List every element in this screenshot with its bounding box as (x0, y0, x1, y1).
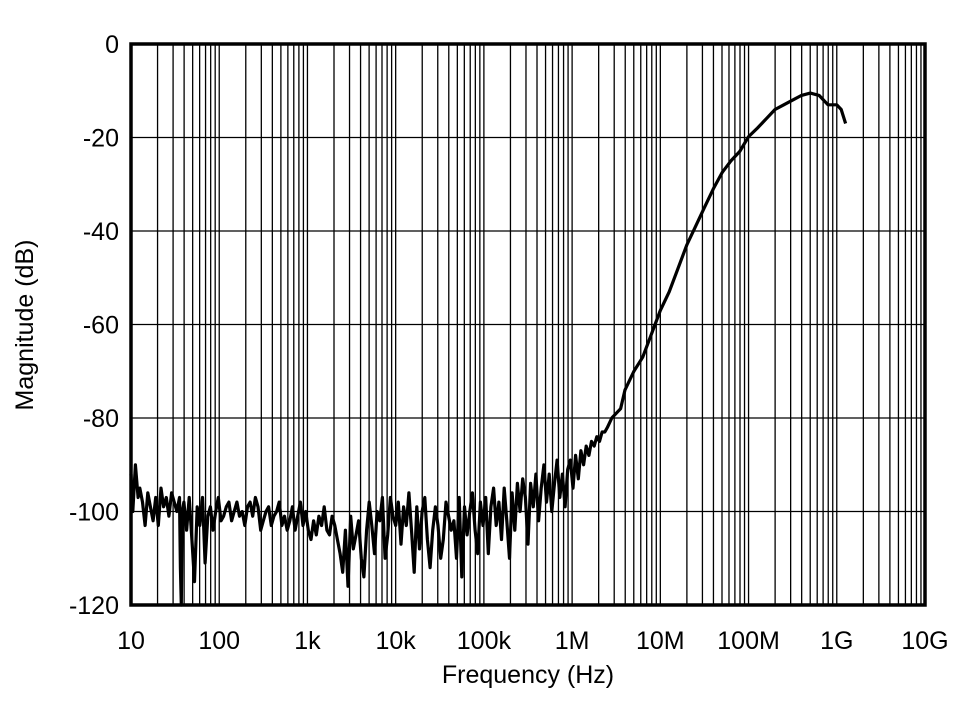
x-tick-label: 1M (555, 627, 590, 655)
x-tick-label: 10 (117, 627, 145, 655)
y-tick-label: -80 (83, 405, 119, 433)
magnitude-trace (129, 91, 848, 607)
plot-border (129, 42, 927, 607)
x-tick-label: 10k (376, 627, 417, 655)
y-tick-label: -100 (69, 499, 119, 527)
x-tick-label: 100M (717, 627, 780, 655)
x-tick-label: 100k (457, 627, 512, 655)
x-tick-label: 100 (198, 627, 240, 655)
y-axis-tick-labels: 0 -20 -40 -60 -80 -100 -120 (69, 31, 119, 620)
x-tick-label: 10M (636, 627, 685, 655)
y-tick-label: -120 (69, 592, 119, 620)
x-tick-label: 10G (901, 627, 948, 655)
x-tick-label: 1G (820, 627, 853, 655)
y-tick-label: -20 (83, 125, 119, 153)
y-tick-label: -40 (83, 218, 119, 246)
y-axis-title: Magnitude (dB) (11, 240, 39, 411)
x-axis-tick-labels: 10 100 1k 10k 100k 1M 10M 100M 1G 10G (117, 627, 949, 655)
x-axis-title: Frequency (Hz) (442, 661, 614, 689)
y-tick-label: 0 (105, 31, 119, 59)
y-tick-label: -60 (83, 312, 119, 340)
x-tick-label: 1k (294, 627, 321, 655)
